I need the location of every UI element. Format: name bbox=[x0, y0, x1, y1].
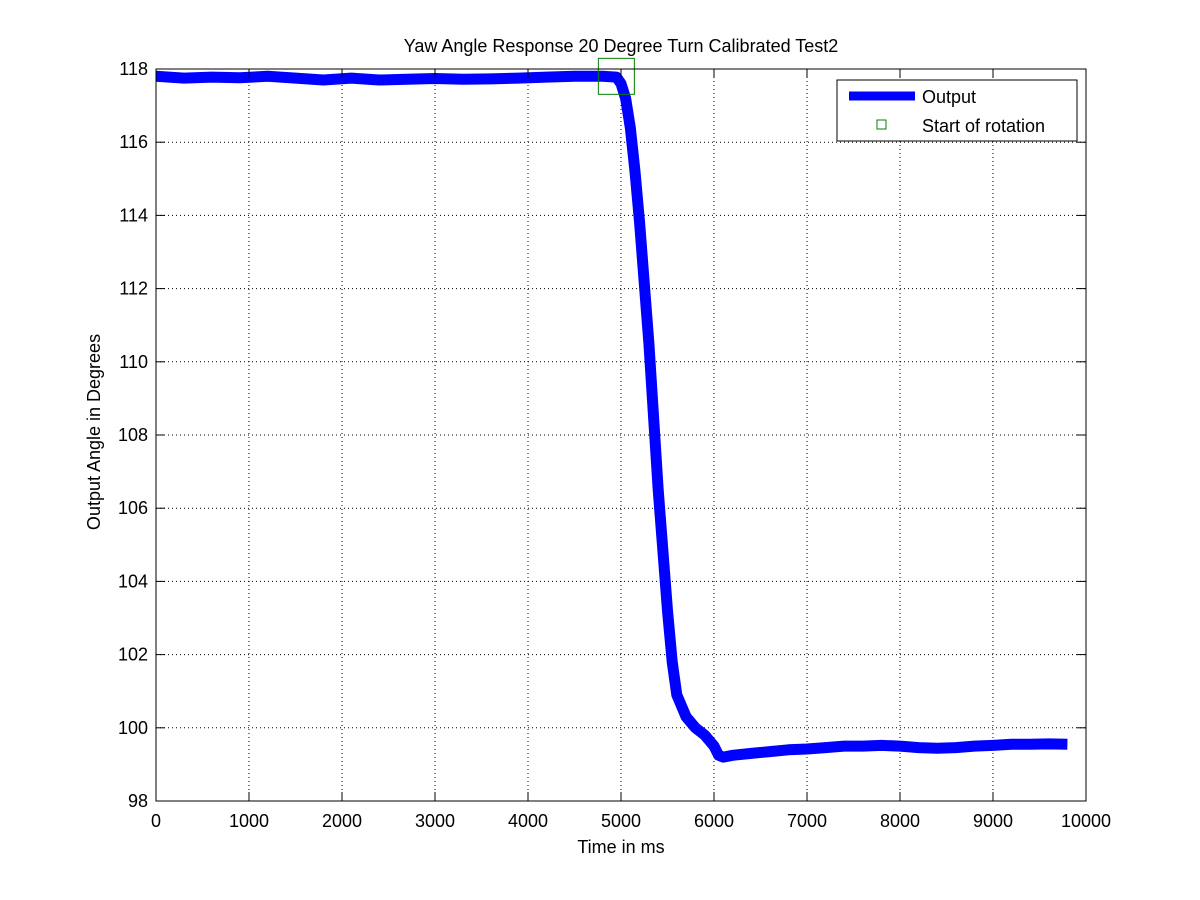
legend: Output Start of rotation bbox=[837, 80, 1077, 141]
legend-start-label: Start of rotation bbox=[922, 116, 1045, 136]
chart-title: Yaw Angle Response 20 Degree Turn Calibr… bbox=[404, 36, 839, 56]
x-tick-label: 6000 bbox=[694, 811, 734, 831]
x-tick-label: 1000 bbox=[229, 811, 269, 831]
y-tick-label: 100 bbox=[118, 718, 148, 738]
x-tick-label: 8000 bbox=[880, 811, 920, 831]
y-tick-label: 112 bbox=[119, 279, 148, 299]
y-tick-label: 98 bbox=[128, 791, 148, 811]
y-tick-label: 118 bbox=[119, 59, 148, 79]
y-tick-label: 108 bbox=[118, 425, 148, 445]
legend-output-label: Output bbox=[922, 87, 976, 107]
x-tick-label: 0 bbox=[151, 811, 161, 831]
y-axis-label: Output Angle in Degrees bbox=[84, 334, 104, 530]
x-tick-label: 5000 bbox=[601, 811, 641, 831]
x-tick-label: 9000 bbox=[973, 811, 1013, 831]
y-tick-label: 114 bbox=[119, 205, 148, 225]
x-tick-label: 10000 bbox=[1061, 811, 1111, 831]
y-tick-label: 106 bbox=[118, 498, 148, 518]
y-tick-label: 116 bbox=[119, 132, 148, 152]
y-tick-label: 110 bbox=[119, 352, 148, 372]
x-axis-label: Time in ms bbox=[577, 837, 664, 857]
x-tick-label: 3000 bbox=[415, 811, 455, 831]
x-tick-label: 7000 bbox=[787, 811, 827, 831]
x-tick-label: 2000 bbox=[322, 811, 362, 831]
y-tick-label: 104 bbox=[118, 571, 148, 591]
y-tick-label: 102 bbox=[118, 645, 148, 665]
x-tick-label: 4000 bbox=[508, 811, 548, 831]
